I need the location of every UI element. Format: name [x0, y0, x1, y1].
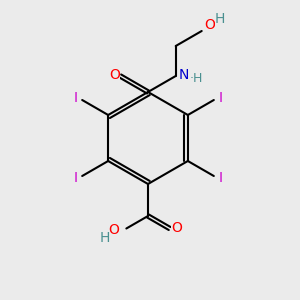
- Text: N: N: [179, 68, 189, 82]
- Text: I: I: [219, 171, 223, 185]
- Text: O: O: [204, 18, 215, 32]
- Text: H: H: [214, 12, 225, 26]
- Text: I: I: [73, 171, 77, 185]
- Text: O: O: [171, 220, 182, 235]
- Text: I: I: [73, 91, 77, 105]
- Text: H: H: [100, 230, 110, 244]
- Text: O: O: [109, 223, 119, 236]
- Text: ·H: ·H: [190, 73, 203, 85]
- Text: I: I: [219, 91, 223, 105]
- Text: O: O: [109, 68, 120, 82]
